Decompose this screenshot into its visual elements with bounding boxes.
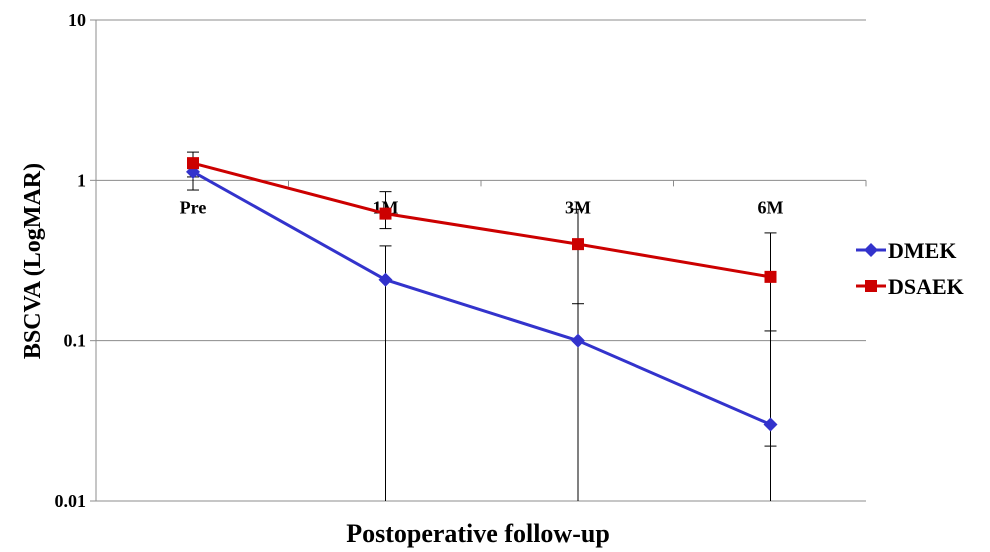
legend-label-dmek: DMEK (888, 238, 956, 263)
y-tick-label: 10 (68, 10, 86, 30)
data-point-dmek (571, 333, 585, 348)
x-tick-label: 3M (565, 197, 591, 217)
legend: DMEK DSAEK (856, 238, 964, 299)
y-tick-label: 0.1 (64, 331, 87, 351)
legend-marker-dsaek (865, 280, 877, 292)
series-lines (186, 157, 778, 432)
data-point-dsaek (764, 270, 777, 283)
grid-lines (96, 19, 866, 502)
y-tick-label: 0.01 (55, 491, 87, 511)
series-line-dsaek (192, 161, 771, 279)
legend-marker-dmek (864, 243, 878, 257)
data-point-dsaek (572, 238, 584, 251)
x-tick-label: Pre (180, 197, 207, 217)
legend-label-dsaek: DSAEK (888, 274, 964, 299)
data-point-dsaek (187, 157, 199, 170)
y-tick-labels: 10 1 0.1 0.01 (55, 10, 87, 511)
x-axis-label: Postoperative follow-up (346, 519, 610, 548)
data-point-dmek (378, 272, 393, 287)
series-line-dmek (192, 170, 772, 426)
y-axis-label: BSCVA (LogMAR) (20, 163, 46, 359)
data-point-dsaek (379, 207, 392, 220)
axes (90, 19, 867, 502)
x-tick-label: 6M (758, 197, 784, 217)
data-point-dmek (763, 417, 778, 432)
y-tick-label: 1 (77, 170, 86, 190)
